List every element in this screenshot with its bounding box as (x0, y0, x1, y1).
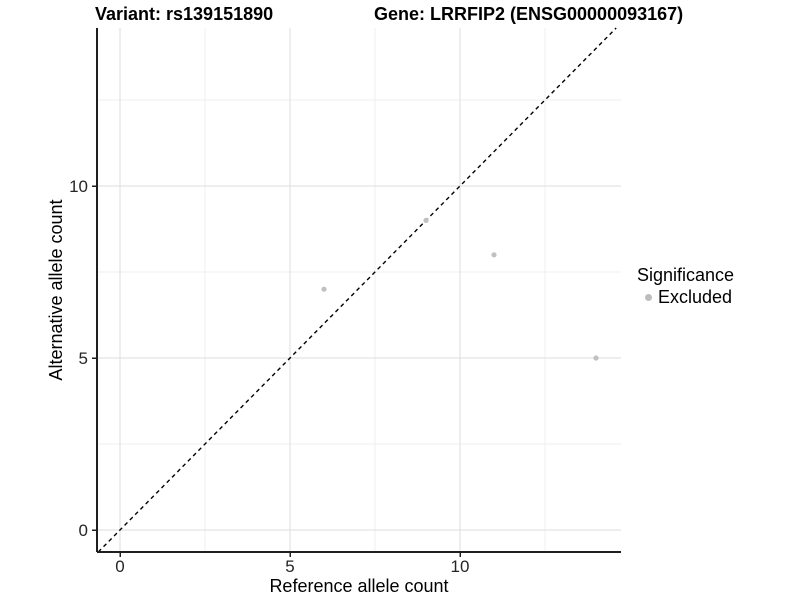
data-point (491, 252, 497, 258)
excluded-point-icon (645, 294, 652, 301)
gene-title: Gene: LRRFIP2 (ENSG00000093167) (374, 4, 684, 24)
y-axis-title: Alternative allele count (46, 199, 66, 381)
x-axis-title: Reference allele count (269, 576, 449, 596)
legend-title: Significance (637, 265, 735, 285)
legend-item-excluded: Excluded (637, 287, 734, 308)
x-tick-label: 5 (285, 557, 294, 576)
data-point (423, 217, 429, 223)
x-tick-label: 0 (115, 557, 124, 576)
y-tick-label: 0 (79, 521, 88, 540)
y-tick-label: 10 (69, 177, 88, 196)
legend: Significance Excluded (637, 264, 734, 308)
identity-reference-line (97, 27, 617, 553)
x-tick-label: 10 (451, 557, 470, 576)
y-tick-label: 5 (79, 349, 88, 368)
data-point (321, 286, 327, 292)
data-point (593, 355, 599, 361)
legend-item-label: Excluded (658, 287, 733, 307)
variant-title: Variant: rs139151890 (95, 4, 274, 24)
